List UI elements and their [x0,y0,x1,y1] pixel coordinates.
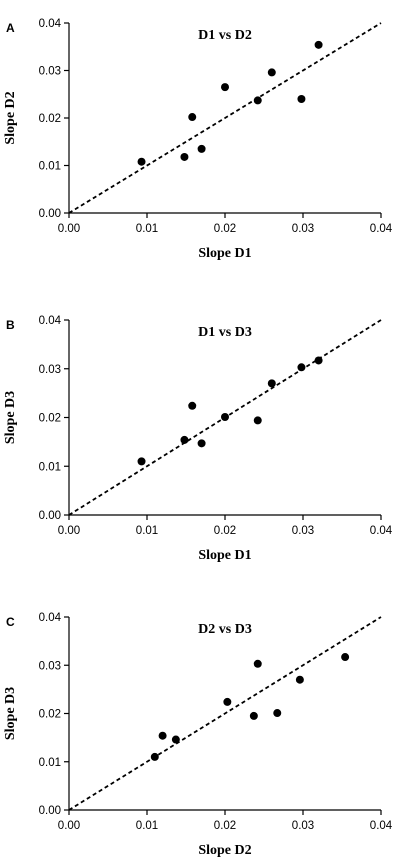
y-tick-label: 0.04 [39,612,62,624]
data-point [267,379,276,388]
data-point [314,356,323,365]
data-point [267,68,276,77]
chart-panel-b: B D1 vs D3 0.00 0.01 0.02 0.03 0.04 0.00 0.01 0.0… [3,315,393,563]
data-point [253,659,262,668]
identity-reference-line [68,616,382,811]
x-tick-label: 0.00 [58,820,80,832]
y-tick-label: 0.00 [39,208,61,220]
data-point [273,709,282,718]
panel-letter: C [6,615,15,629]
y-tick-label: 0.00 [39,510,61,522]
data-point [180,435,189,444]
y-axis-label: Slope D2 [3,91,18,144]
x-tick-label: 0.02 [214,223,236,235]
y-tick-label: 0.00 [39,805,61,817]
data-point [197,144,206,153]
data-point [158,731,167,740]
data-point [137,157,146,166]
y-tick-label: 0.04 [39,315,62,327]
data-point [341,653,350,662]
data-point [297,95,306,103]
x-tick-label: 0.01 [136,525,158,537]
x-tick-label: 0.01 [136,820,158,832]
x-tick-label: 0.04 [370,820,393,832]
data-point [249,711,258,720]
panel-letter: B [6,318,15,332]
data-point [253,416,262,425]
y-tick-label: 0.03 [39,364,61,376]
x-tick-label: 0.03 [292,223,314,235]
panel-letter: A [6,21,15,35]
y-tick-label: 0.01 [39,461,61,473]
x-axis-label: Slope D1 [198,246,251,261]
data-point [295,675,304,684]
identity-reference-line [68,22,382,214]
y-tick-label: 0.01 [39,161,61,173]
data-point [150,752,159,761]
y-axis-label: Slope D3 [3,687,18,740]
y-tick-label: 0.03 [39,66,61,78]
x-axis-label: Slope D1 [198,548,251,563]
y-axis-label: Slope D3 [3,391,18,444]
x-tick-label: 0.00 [58,223,80,235]
data-point [314,40,323,49]
x-axis-label: Slope D2 [198,843,251,858]
x-tick-label: 0.02 [214,525,236,537]
data-point [253,96,262,105]
data-point [297,363,306,372]
x-tick-label: 0.00 [58,525,80,537]
x-tick-label: 0.03 [292,820,314,832]
chart-title: D2 vs D3 [198,622,252,637]
y-tick-label: 0.02 [39,413,61,425]
data-point [137,457,146,466]
data-point [197,439,206,448]
data-point [188,401,197,410]
chart-panel-a: A D1 vs D2 0.00 0.01 0.02 0.03 0.04 0.00 0.01 0.0… [3,18,393,261]
y-tick-label: 0.02 [39,709,61,721]
x-tick-label: 0.04 [370,525,393,537]
x-tick-label: 0.02 [214,820,236,832]
x-tick-label: 0.03 [292,525,314,537]
x-tick-label: 0.04 [370,223,393,235]
y-tick-label: 0.04 [39,18,62,30]
data-point [221,413,229,422]
data-point [223,697,232,706]
chart-panel-c: C D2 vs D3 0.00 0.01 0.02 0.03 0.04 0.00 0.01 0.0… [3,612,393,858]
data-point [188,113,197,122]
data-point [180,152,189,161]
y-tick-label: 0.01 [39,757,61,769]
y-tick-label: 0.02 [39,113,61,125]
chart-title: D1 vs D2 [198,28,252,43]
chart-title: D1 vs D3 [198,325,252,340]
data-point [171,735,180,744]
x-tick-label: 0.01 [136,223,158,235]
y-tick-label: 0.03 [39,660,61,672]
data-point [221,83,229,92]
